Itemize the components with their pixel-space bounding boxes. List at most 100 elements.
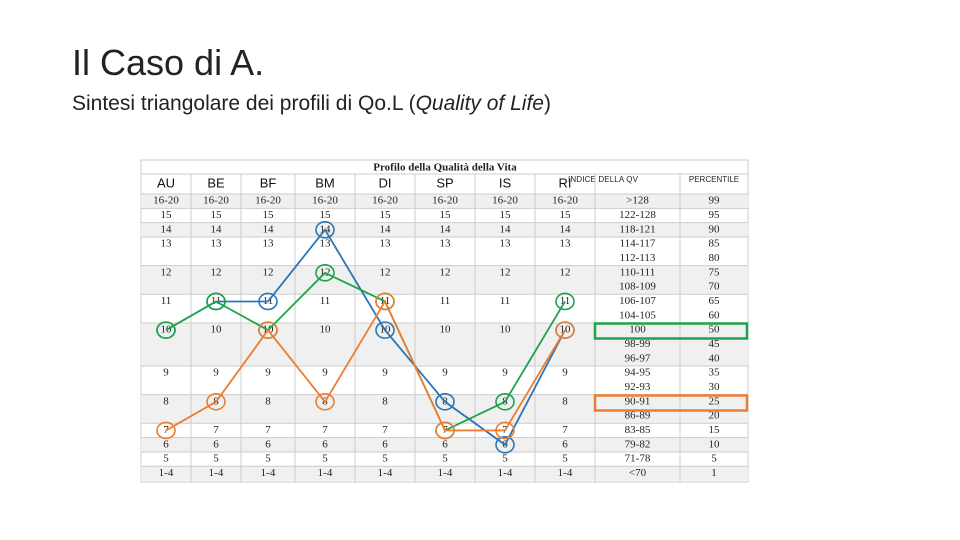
score-cell: 11 [320,295,331,307]
index-cell: 104-105 [619,309,656,321]
score-cell: 14 [500,223,512,235]
index-cell: 79-82 [625,438,651,450]
percentile-cell: 10 [709,438,721,450]
score-cell: 9 [322,367,328,379]
index-cell: 90-91 [625,395,651,407]
score-cell: 16-20 [255,195,281,207]
score-cell: 1-4 [209,467,224,479]
profile-circle [315,392,335,411]
percentile-cell: 40 [709,352,721,364]
column-header: BF [260,175,277,190]
score-cell: 5 [502,453,508,465]
score-cell: 5 [265,453,271,465]
profile-circle [495,421,515,440]
column-header: BE [207,175,225,190]
percentile-cell: 50 [709,324,721,336]
percentile-cell: 65 [709,295,721,307]
score-cell: 12 [211,266,222,278]
score-cell: 12 [263,266,274,278]
score-cell: 16-20 [432,195,458,207]
percentile-cell: 45 [709,338,721,350]
subtitle-text: Sintesi triangolare dei profili di Qo.L … [72,92,416,115]
score-cell: 14 [380,223,392,235]
percentile-cell: 80 [709,252,721,264]
percentile-cell: 30 [709,381,721,393]
score-cell: 16-20 [492,195,518,207]
score-cell: 9 [442,367,448,379]
score-cell: 15 [380,209,392,221]
score-cell: 5 [382,453,388,465]
index-cell: 108-109 [619,281,656,293]
score-cell: 6 [163,438,169,450]
profile-circle [495,435,515,454]
percentile-cell: 60 [709,309,721,321]
score-cell: 5 [322,453,328,465]
profile-circle [435,421,455,440]
row-shade [141,394,748,424]
score-cell: 14 [211,223,223,235]
index-cell: 71-78 [625,453,651,465]
index-header: INDICE DELLA QV [568,175,639,184]
score-cell: 16-20 [372,195,398,207]
percentile-header: PERCENTILE [689,175,739,184]
score-cell: 15 [161,209,173,221]
index-cell: 83-85 [625,424,651,436]
title: Il Caso di A. [72,42,265,83]
score-cell: 8 [562,395,568,407]
column-header: IS [499,175,512,190]
profile-circle [375,292,395,311]
score-cell: 14 [560,223,572,235]
score-cell: 12 [500,266,511,278]
score-cell: 1-4 [378,467,393,479]
column-header: DI [379,175,392,190]
score-cell: 9 [163,367,169,379]
score-cell: 1-4 [261,467,276,479]
score-cell: 11 [500,295,511,307]
index-cell: 112-113 [620,252,656,264]
percentile-cell: 15 [709,424,721,436]
profile-circle [206,392,226,411]
profile-circle [315,221,335,239]
score-cell: 13 [211,238,223,250]
score-cell: 14 [161,223,173,235]
profile-circle [435,392,455,411]
score-cell: 5 [442,453,448,465]
percentile-cell: 1 [711,467,717,479]
column-header: RI [559,175,572,190]
score-cell: 15 [211,209,223,221]
score-cell: 6 [382,438,388,450]
index-cell: >128 [626,195,649,207]
score-cell: 9 [213,367,219,379]
score-cell: 14 [263,223,275,235]
score-cell: 7 [265,424,271,436]
score-cell: 15 [320,209,332,221]
index-cell: 122-128 [619,209,656,221]
score-cell: 7 [562,424,568,436]
score-cell: 11 [560,295,571,307]
score-cell: 1-4 [438,467,453,479]
score-cell: 6 [213,438,219,450]
column-header: AU [157,175,175,190]
profile-circle [258,321,278,339]
percentile-cell: 85 [709,238,721,250]
score-cell: 1-4 [498,467,513,479]
score-cell: 10 [320,324,332,336]
index-cell: 110-111 [620,266,655,278]
profile-circle [495,392,515,411]
row-shade [141,322,748,366]
score-cell: 7 [213,424,219,436]
score-cell: 10 [440,324,452,336]
score-cell: 10 [500,324,512,336]
subtitle-italic: Quality of Life [415,92,544,115]
percentile-cell: 35 [709,367,721,379]
index-cell: 100 [629,324,646,336]
profile-circle [375,321,395,339]
score-cell: 9 [502,367,508,379]
score-cell: 5 [213,453,219,465]
score-cell: 16-20 [552,195,578,207]
percentile-cell: 25 [709,395,721,407]
score-cell: 10 [560,324,572,336]
score-cell: 6 [562,438,568,450]
